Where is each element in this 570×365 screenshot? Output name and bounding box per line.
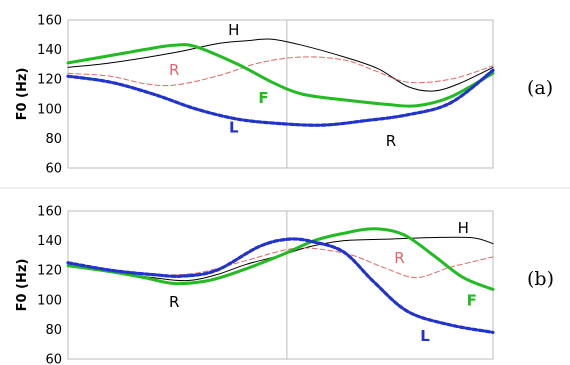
panel-b-ytick: 160	[37, 205, 62, 220]
panel-a-labels: H R F L R	[169, 21, 396, 150]
panel-a-series-f-label: F	[258, 89, 268, 107]
panel-a-ytick: 120	[37, 73, 62, 88]
panel-b-ytick: 60	[45, 353, 62, 365]
panel-a: F0 (Hz) 60 80 100 120 140 160 H R F L R (a)	[15, 14, 553, 177]
panel-b-series-l-label: L	[420, 327, 430, 345]
panel-b-ylabel: F0 (Hz)	[15, 259, 30, 312]
panel-b-series-r-label: R	[394, 249, 404, 267]
panel-a-frame	[67, 19, 494, 169]
panel-a-label: (a)	[527, 77, 553, 99]
panel-b-annotation-0: R	[169, 293, 179, 311]
panel-b-label: (b)	[527, 268, 554, 290]
panel-a-series-f-line	[66, 43, 495, 108]
panel-a-series-l-line	[66, 68, 495, 127]
panel-a-series-h-line	[67, 38, 494, 92]
panel-a-ytick: 60	[45, 162, 62, 177]
panel-b-ytick: 100	[37, 293, 62, 308]
panel-b-frame	[67, 210, 494, 360]
panel-a-ylabel: F0 (Hz)	[15, 68, 30, 121]
panel-b-series-h-label: H	[458, 219, 469, 237]
panel-b-yticks: 60 80 100 120 140 160	[37, 205, 62, 365]
panel-b-series-l-line	[66, 237, 495, 334]
panel-b-ytick: 140	[37, 234, 62, 249]
panel-b-series	[66, 227, 495, 334]
panel-a-ytick: 140	[37, 43, 62, 58]
panel-a-annotation-0: R	[386, 132, 396, 150]
panel-b-series-f-label: F	[467, 292, 477, 310]
panel-a-series-r-label: R	[169, 61, 179, 79]
panel-b-series-r-line	[67, 247, 494, 279]
panel-a-ytick: 80	[45, 132, 62, 147]
panel-b-ytick: 80	[45, 323, 62, 338]
panel-a-series-h-label: H	[228, 21, 239, 39]
panel-b: F0 (Hz) 60 80 100 120 140 160 H R F L R (b)	[15, 205, 554, 365]
panel-a-series-r-line	[67, 56, 494, 87]
panel-a-ytick: 160	[37, 14, 62, 29]
panel-a-ytick: 100	[37, 102, 62, 117]
panel-a-series-l-label: L	[229, 118, 239, 136]
panel-b-series-f-line	[66, 227, 495, 291]
panel-b-labels: H R F L R	[169, 219, 477, 345]
panel-a-yticks: 60 80 100 120 140 160	[37, 14, 62, 177]
panel-b-ytick: 120	[37, 264, 62, 279]
panel-a-series	[66, 38, 495, 127]
